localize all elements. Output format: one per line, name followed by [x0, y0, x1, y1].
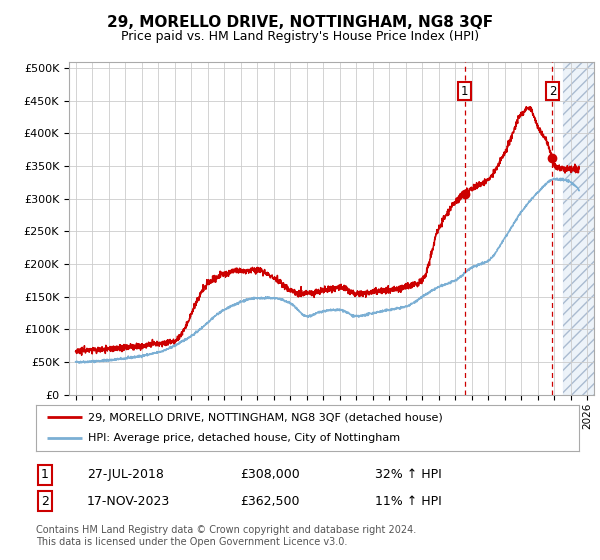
Text: £308,000: £308,000 — [240, 468, 300, 482]
Text: 11% ↑ HPI: 11% ↑ HPI — [375, 494, 442, 508]
Text: 27-JUL-2018: 27-JUL-2018 — [87, 468, 164, 482]
Text: 2: 2 — [41, 494, 49, 508]
Text: 1: 1 — [41, 468, 49, 482]
Text: 2: 2 — [548, 85, 556, 97]
Text: 17-NOV-2023: 17-NOV-2023 — [87, 494, 170, 508]
Text: 29, MORELLO DRIVE, NOTTINGHAM, NG8 3QF: 29, MORELLO DRIVE, NOTTINGHAM, NG8 3QF — [107, 15, 493, 30]
Text: Price paid vs. HM Land Registry's House Price Index (HPI): Price paid vs. HM Land Registry's House … — [121, 30, 479, 43]
Bar — [563, 62, 600, 395]
Text: £362,500: £362,500 — [240, 494, 299, 508]
Text: 32% ↑ HPI: 32% ↑ HPI — [375, 468, 442, 482]
Text: Contains HM Land Registry data © Crown copyright and database right 2024.
This d: Contains HM Land Registry data © Crown c… — [36, 525, 416, 547]
Text: 1: 1 — [461, 85, 469, 97]
Bar — [563, 62, 600, 395]
Text: HPI: Average price, detached house, City of Nottingham: HPI: Average price, detached house, City… — [88, 433, 400, 444]
Text: 29, MORELLO DRIVE, NOTTINGHAM, NG8 3QF (detached house): 29, MORELLO DRIVE, NOTTINGHAM, NG8 3QF (… — [88, 412, 442, 422]
